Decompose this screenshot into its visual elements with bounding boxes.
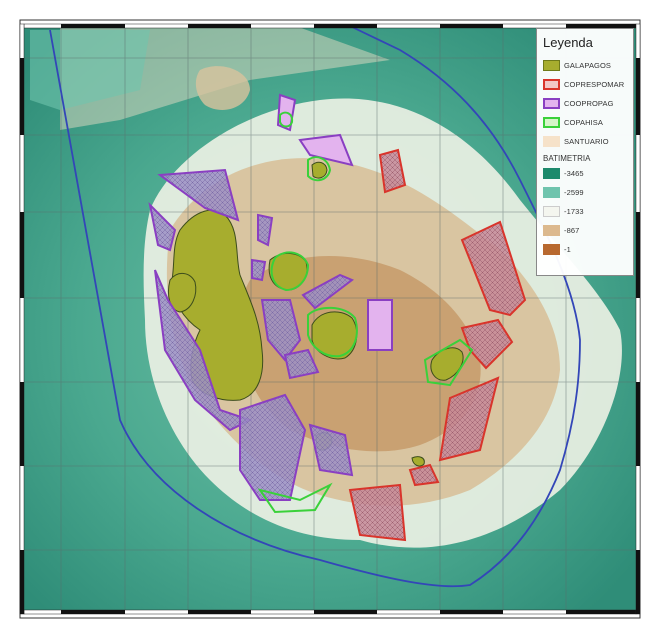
legend-item-santuario: SANTUARIO bbox=[543, 132, 627, 151]
legend-label: COPAHISA bbox=[564, 118, 604, 127]
coopropag-zone-west bbox=[148, 201, 177, 252]
legend-item-galapagos: GALAPAGOS bbox=[543, 56, 627, 75]
coprespomar-zone-east bbox=[460, 220, 527, 317]
legend-item-depth-1: -1 bbox=[543, 240, 627, 259]
coopropag-zone-diagonal bbox=[301, 273, 354, 310]
depth-swatch bbox=[543, 206, 560, 217]
coopropag-zone-center bbox=[367, 299, 393, 351]
depth-label: -1733 bbox=[564, 207, 584, 216]
copahisa-zone-north bbox=[279, 111, 294, 128]
copahisa-zone-center bbox=[307, 306, 358, 358]
island-espanola bbox=[411, 456, 425, 467]
copahisa-zones bbox=[257, 111, 474, 514]
legend-label: SANTUARIO bbox=[564, 137, 609, 146]
depth-label: -867 bbox=[564, 226, 580, 235]
bathymetry-title: BATIMETRIA bbox=[543, 154, 591, 163]
santuario-swatch bbox=[543, 136, 560, 147]
coopropag-zone-small-2 bbox=[251, 258, 267, 282]
coopropag-zone-north-2 bbox=[298, 133, 354, 167]
coprespomar-swatch bbox=[543, 79, 560, 90]
coopropag-zone-northwest bbox=[157, 168, 240, 222]
reserve-boundary-line bbox=[49, 25, 581, 588]
legend-label: GALAPAGOS bbox=[564, 61, 612, 70]
depth-label: -2599 bbox=[564, 188, 584, 197]
left-scale-bar bbox=[19, 23, 25, 615]
legend-item-depth-2599: -2599 bbox=[543, 183, 627, 202]
legend-label: COPRESPOMAR bbox=[564, 80, 625, 89]
legend-item-depth-3465: -3465 bbox=[543, 164, 627, 183]
coprespomar-zone-north bbox=[378, 148, 407, 194]
island-marchena bbox=[311, 161, 328, 179]
legend-item-copahisa: COPAHISA bbox=[543, 113, 627, 132]
right-scale-bar bbox=[635, 23, 641, 615]
depth-swatch bbox=[543, 244, 560, 255]
coprespomar-zone-southeast bbox=[438, 376, 500, 462]
legend-item-depth-1733: -1733 bbox=[543, 202, 627, 221]
coprespomar-zone-south bbox=[348, 483, 407, 542]
legend-label: COOPROPAG bbox=[564, 99, 614, 108]
legend-item-coprespomar: COPRESPOMAR bbox=[543, 75, 627, 94]
coprespomar-zones bbox=[348, 148, 527, 542]
galapagos-swatch bbox=[543, 60, 560, 71]
legend-panel: Leyenda GALAPAGOS COPRESPOMAR COOPROPAG … bbox=[536, 28, 634, 276]
coopropag-zone-floreana bbox=[308, 423, 354, 477]
copahisa-zone-marchena bbox=[307, 156, 332, 182]
depth-label: -3465 bbox=[564, 169, 584, 178]
copahisa-zone-east bbox=[423, 338, 474, 387]
coprespomar-zone-small bbox=[408, 463, 440, 487]
bottom-scale-bar bbox=[23, 609, 637, 615]
legend-title: Leyenda bbox=[543, 35, 593, 50]
coopropag-zone-small-1 bbox=[257, 213, 274, 247]
coopropag-swatch bbox=[543, 98, 560, 109]
copahisa-zone-island bbox=[270, 251, 310, 292]
depth-swatch bbox=[543, 225, 560, 236]
coopropag-zone-south bbox=[239, 393, 307, 501]
depth-swatch bbox=[543, 168, 560, 179]
coopropag-zone-center-west bbox=[260, 299, 302, 362]
shelf-brown bbox=[240, 256, 481, 452]
legend-item-depth-867: -867 bbox=[543, 221, 627, 240]
copahisa-zone-south bbox=[257, 482, 333, 514]
depth-swatch bbox=[543, 187, 560, 198]
copahisa-swatch bbox=[543, 117, 560, 128]
legend-item-coopropag: COOPROPAG bbox=[543, 94, 627, 113]
depth-label: -1 bbox=[564, 245, 571, 254]
coopropag-zones bbox=[148, 93, 393, 501]
north-bank bbox=[195, 66, 250, 110]
coopropag-zone-mid bbox=[283, 348, 320, 380]
